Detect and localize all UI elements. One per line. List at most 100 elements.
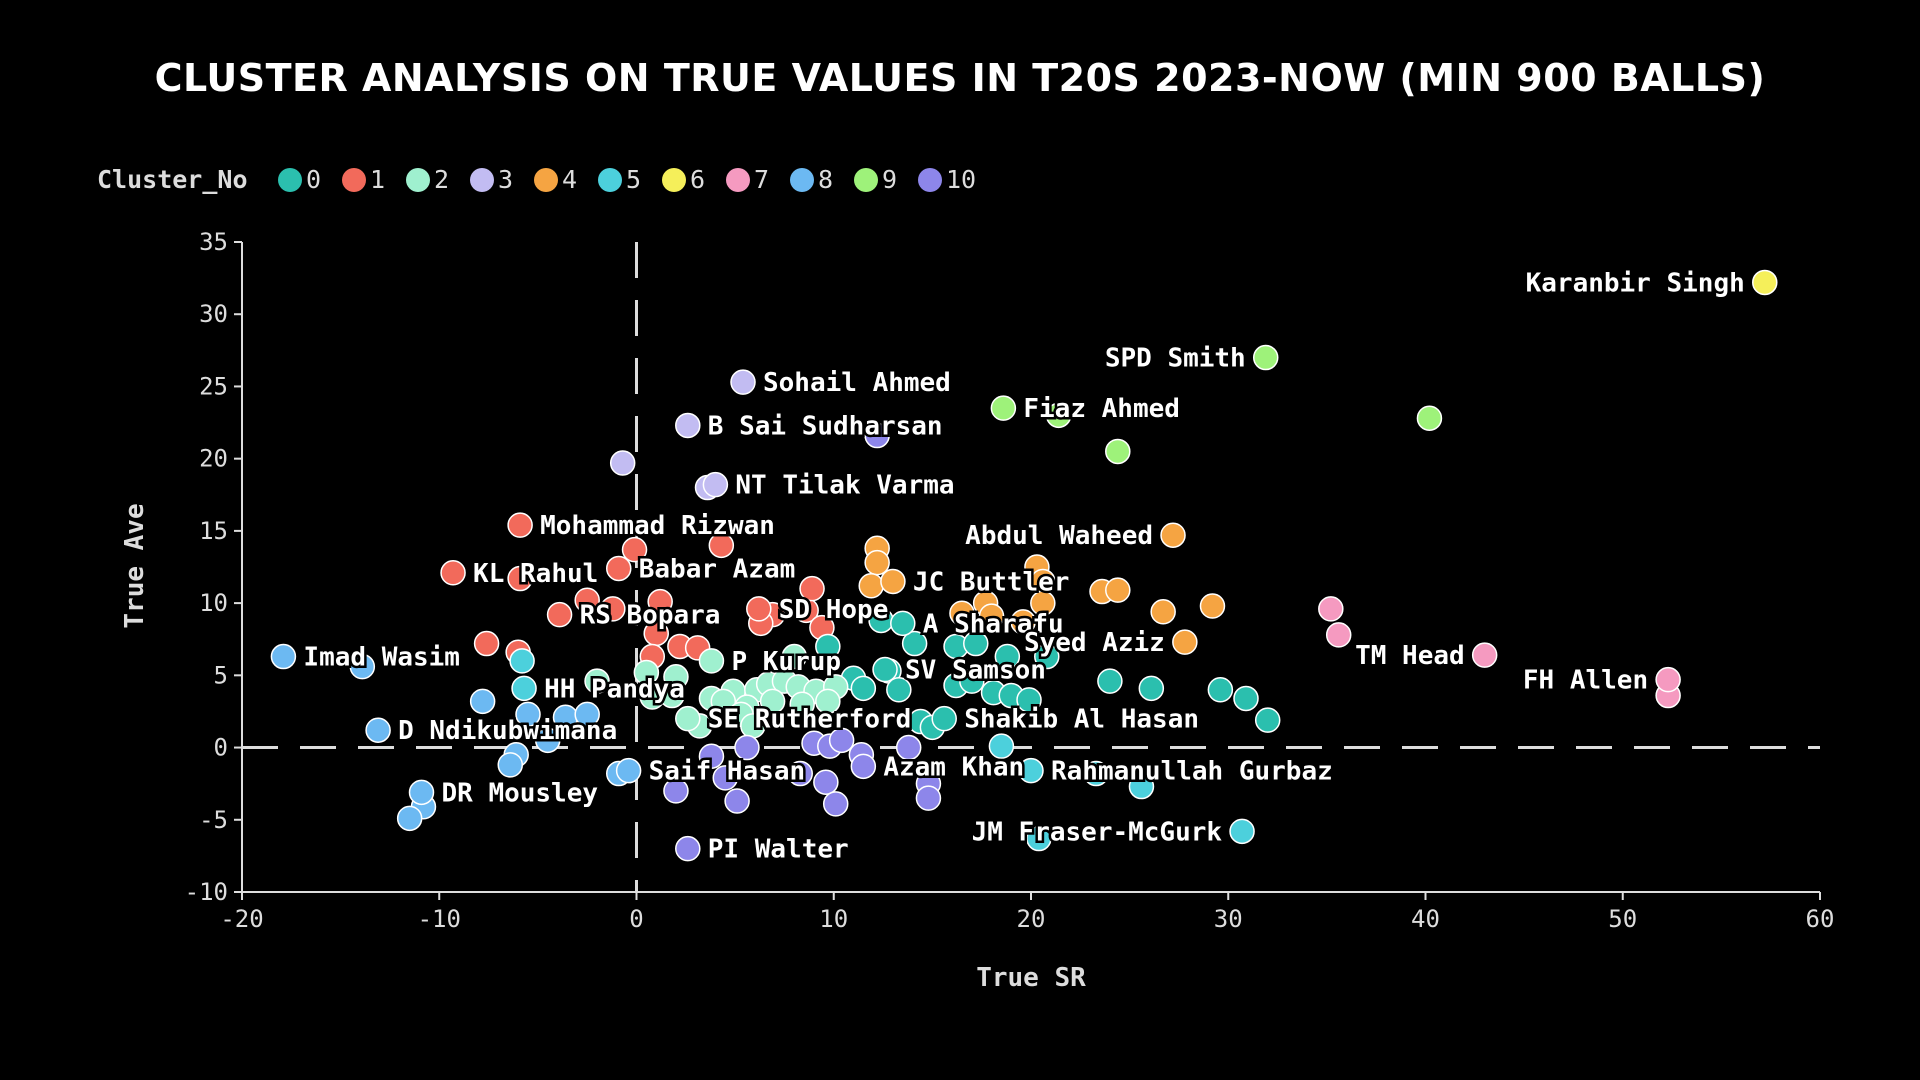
data-point-labeled xyxy=(1655,666,1681,693)
legend-swatch-1 xyxy=(342,168,366,192)
legend-label-8: 8 xyxy=(818,165,833,194)
data-point-labeled xyxy=(931,705,957,732)
data-point xyxy=(724,788,750,814)
data-point xyxy=(1128,773,1155,800)
data-point xyxy=(1105,438,1131,465)
data-point-labeled xyxy=(1018,757,1044,784)
point-label: Azam Khan xyxy=(883,752,1024,782)
data-point xyxy=(698,743,725,769)
data-point xyxy=(822,791,849,817)
data-point xyxy=(1010,609,1036,635)
x-tick-label: 10 xyxy=(819,905,848,933)
x-axis-title: True SR xyxy=(976,963,1086,993)
data-point-labeled xyxy=(270,643,297,670)
data-point xyxy=(901,630,928,657)
point-label: Imad Wasim xyxy=(303,643,460,673)
y-tick-label: 15 xyxy=(199,517,228,545)
point-label: A Sharafu xyxy=(923,609,1064,639)
data-point xyxy=(1026,825,1052,852)
data-point xyxy=(710,688,737,715)
legend: Cluster_No 0 1 2 3 4 5 6 7 8 9 10 xyxy=(97,165,976,194)
point-label: Abdul Waheed xyxy=(965,521,1153,551)
data-point-labeled xyxy=(746,596,772,622)
legend-swatch-8 xyxy=(790,168,814,192)
legend-label-1: 1 xyxy=(370,165,385,194)
data-point xyxy=(915,785,942,811)
data-points xyxy=(270,269,1778,862)
y-tick-label: 5 xyxy=(214,661,228,689)
data-point xyxy=(469,688,496,715)
point-label: PI Walter xyxy=(708,835,849,865)
data-point xyxy=(349,653,376,680)
data-point xyxy=(864,422,890,449)
data-point xyxy=(574,701,600,728)
data-point xyxy=(1030,590,1056,616)
reference-lines xyxy=(242,242,1820,892)
point-label: Fiaz Ahmed xyxy=(1023,394,1180,424)
data-point xyxy=(813,769,839,795)
data-point xyxy=(584,668,610,694)
data-point xyxy=(787,760,813,787)
data-point xyxy=(396,805,423,832)
data-point-labeled xyxy=(1172,629,1198,655)
data-point-labeled xyxy=(365,717,391,743)
data-point xyxy=(895,734,922,761)
data-point xyxy=(1045,402,1072,429)
y-tick-label: -5 xyxy=(199,806,228,834)
data-point-labeled xyxy=(730,369,756,395)
legend-swatch-4 xyxy=(534,168,558,192)
y-tick-label: 30 xyxy=(199,300,228,328)
legend-swatch-7 xyxy=(726,168,750,192)
x-tick-label: 30 xyxy=(1214,905,1243,933)
data-point xyxy=(799,575,825,602)
data-point xyxy=(600,596,626,622)
point-label: Sohail Ahmed xyxy=(763,368,951,398)
data-point xyxy=(574,587,600,613)
data-point xyxy=(789,691,815,717)
data-point xyxy=(815,633,841,660)
data-point xyxy=(850,675,877,702)
data-point-labeled xyxy=(507,512,533,538)
data-point xyxy=(647,588,673,615)
data-point xyxy=(1083,760,1109,787)
y-tick-label: 0 xyxy=(214,734,228,762)
data-point-labeled xyxy=(440,560,466,586)
legend-label-0: 0 xyxy=(306,165,321,194)
legend-swatch-6 xyxy=(662,168,686,192)
data-point xyxy=(886,677,912,703)
data-point-labeled xyxy=(1752,269,1778,296)
y-tick-label: 10 xyxy=(199,589,228,617)
point-label: RS Bopara xyxy=(580,601,721,631)
data-point xyxy=(1150,599,1176,625)
point-label: TM Head xyxy=(1355,641,1465,671)
data-point xyxy=(1318,596,1344,622)
data-point xyxy=(712,765,739,791)
data-point xyxy=(734,734,760,761)
point-label: JC Buttler xyxy=(913,567,1070,597)
point-label: Karanbir Singh xyxy=(1526,268,1745,298)
data-point xyxy=(497,752,524,778)
data-point xyxy=(759,688,786,715)
legend-swatch-9 xyxy=(854,168,878,192)
data-point xyxy=(1016,687,1042,713)
point-label: B Sai Sudharsan xyxy=(708,411,943,441)
data-point xyxy=(1325,622,1352,648)
data-point xyxy=(609,450,636,476)
point-label: SE Rutherford xyxy=(708,705,912,735)
y-axis-title: True Ave xyxy=(120,503,150,628)
data-point xyxy=(663,778,689,804)
data-point-labeled xyxy=(702,471,729,498)
data-point-labeled xyxy=(1160,522,1186,548)
y-tick-label: -10 xyxy=(185,878,228,906)
legend-label-7: 7 xyxy=(754,165,769,194)
data-point-labeled xyxy=(850,753,877,780)
data-point-labeled xyxy=(675,412,701,439)
point-label: Mohammad Rizwan xyxy=(540,511,775,541)
data-point-labeled xyxy=(615,757,642,784)
data-point xyxy=(949,600,975,626)
legend-label-5: 5 xyxy=(626,165,641,194)
point-label: SD Hope xyxy=(779,595,889,625)
point-label: Babar Azam xyxy=(639,554,796,584)
